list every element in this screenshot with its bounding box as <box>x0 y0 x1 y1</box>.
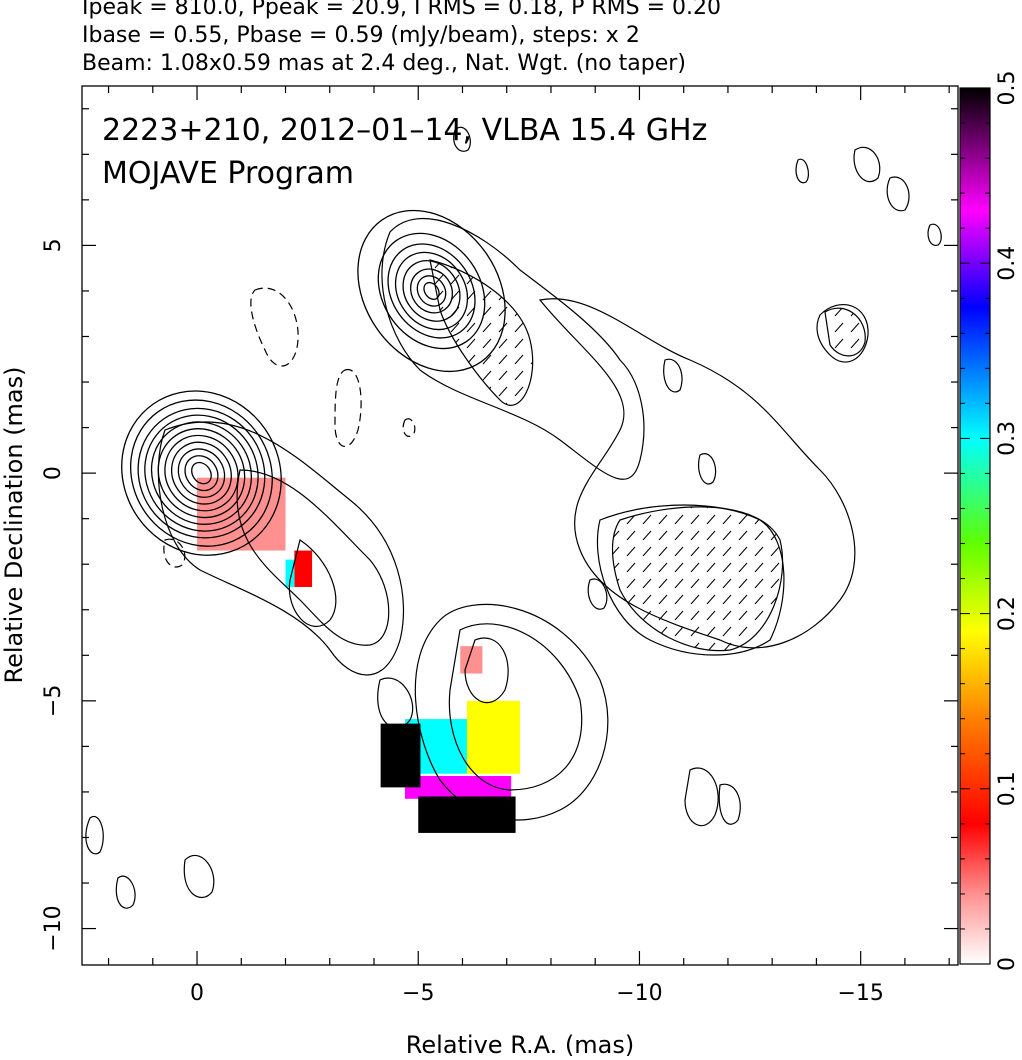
colorbar-tick-label: 0.5 <box>995 71 1020 106</box>
contour-outline <box>115 875 136 909</box>
contour-layer <box>121 209 506 556</box>
x-axis-label: Relative R.A. (mas) <box>406 1031 634 1059</box>
contour-outline <box>414 603 609 821</box>
axis-layer: 0 −5 −10 −15 5 0 −5 −10 <box>41 86 958 1006</box>
header-line-2: Ibase = 0.55, Pbase = 0.59 (mJy/beam), s… <box>82 23 640 48</box>
contour-outline <box>464 637 509 703</box>
contour-core <box>191 461 212 485</box>
contour-core <box>170 441 232 505</box>
y-tick-label: −5 <box>41 685 66 717</box>
x-tick-label: −5 <box>402 981 434 1006</box>
header-line-3: Beam: 1.08x0.59 mas at 2.4 deg., Nat. Wg… <box>82 51 686 76</box>
y-axis-label: Relative Declination (mas) <box>0 366 28 683</box>
polarization-pixel <box>466 700 520 774</box>
contour-outline <box>538 298 856 649</box>
colorbar-tick-label: 0.3 <box>995 421 1020 456</box>
x-tick-label: −10 <box>616 981 662 1006</box>
polarization-pixel <box>380 723 421 788</box>
negative-contour <box>250 287 299 367</box>
contour-core <box>121 390 282 556</box>
y-tick-label: 5 <box>41 238 66 252</box>
contour-outline <box>853 146 881 183</box>
contour-core <box>157 428 246 519</box>
colorbar-ticks: 0 0.1 0.2 0.3 0.4 0.5 <box>960 71 1020 971</box>
colorbar-tick-label: 0.2 <box>995 596 1020 631</box>
contour-outline <box>795 158 810 184</box>
colorbar <box>959 87 991 965</box>
contour-outline <box>587 578 608 610</box>
contour-core <box>177 448 226 498</box>
contour-outline <box>288 539 337 627</box>
contour-outline <box>453 126 471 152</box>
contour-outline <box>663 358 683 393</box>
contour-core <box>144 414 259 532</box>
negative-contour <box>402 418 416 437</box>
contour-outline <box>183 854 215 898</box>
faint-contour-layer <box>85 126 942 909</box>
polarization-layer <box>197 477 520 833</box>
colorbar-tick-label: 0 <box>995 957 1020 971</box>
hatched-region <box>429 259 534 406</box>
contour-core <box>184 455 219 492</box>
map-title: 2223+210, 2012–01–14, VLBA 15.4 GHz <box>102 113 707 148</box>
map-subtitle: MOJAVE Program <box>102 156 354 191</box>
contour-outline <box>698 453 717 485</box>
contour-outline <box>236 469 390 646</box>
contour-outline <box>927 223 942 247</box>
contour-outline <box>85 815 104 855</box>
contour-outline <box>448 623 583 791</box>
y-tick-label: −10 <box>41 905 66 951</box>
header-line-1: Ipeak = 810.0, Ppeak = 20.9, I RMS = 0.1… <box>82 0 721 20</box>
negative-contour <box>334 369 362 448</box>
contour-outline <box>157 421 405 676</box>
plot-frame <box>81 85 959 966</box>
contour-core <box>164 434 239 512</box>
contour-outline <box>377 677 414 729</box>
polarization-pixel <box>294 550 313 587</box>
polarization-pixel <box>418 796 516 833</box>
polarization-pixel <box>197 477 286 551</box>
hatched-region <box>824 307 866 357</box>
contour-outline <box>816 304 869 363</box>
negative-contour <box>163 538 186 568</box>
contour-outline <box>381 217 645 480</box>
y-tick-label: 0 <box>41 466 66 480</box>
contour-core <box>137 407 266 539</box>
contour-outline <box>684 767 719 827</box>
polarization-pixel <box>285 559 295 587</box>
x-tick-label: −15 <box>837 981 883 1006</box>
contour-outline <box>886 176 910 212</box>
contour-outline <box>718 783 741 825</box>
x-tick-label: 0 <box>190 981 204 1006</box>
colorbar-tick-label: 0.1 <box>995 771 1020 806</box>
hatched-region <box>611 506 784 652</box>
colorbar-tick-label: 0.4 <box>995 246 1020 281</box>
